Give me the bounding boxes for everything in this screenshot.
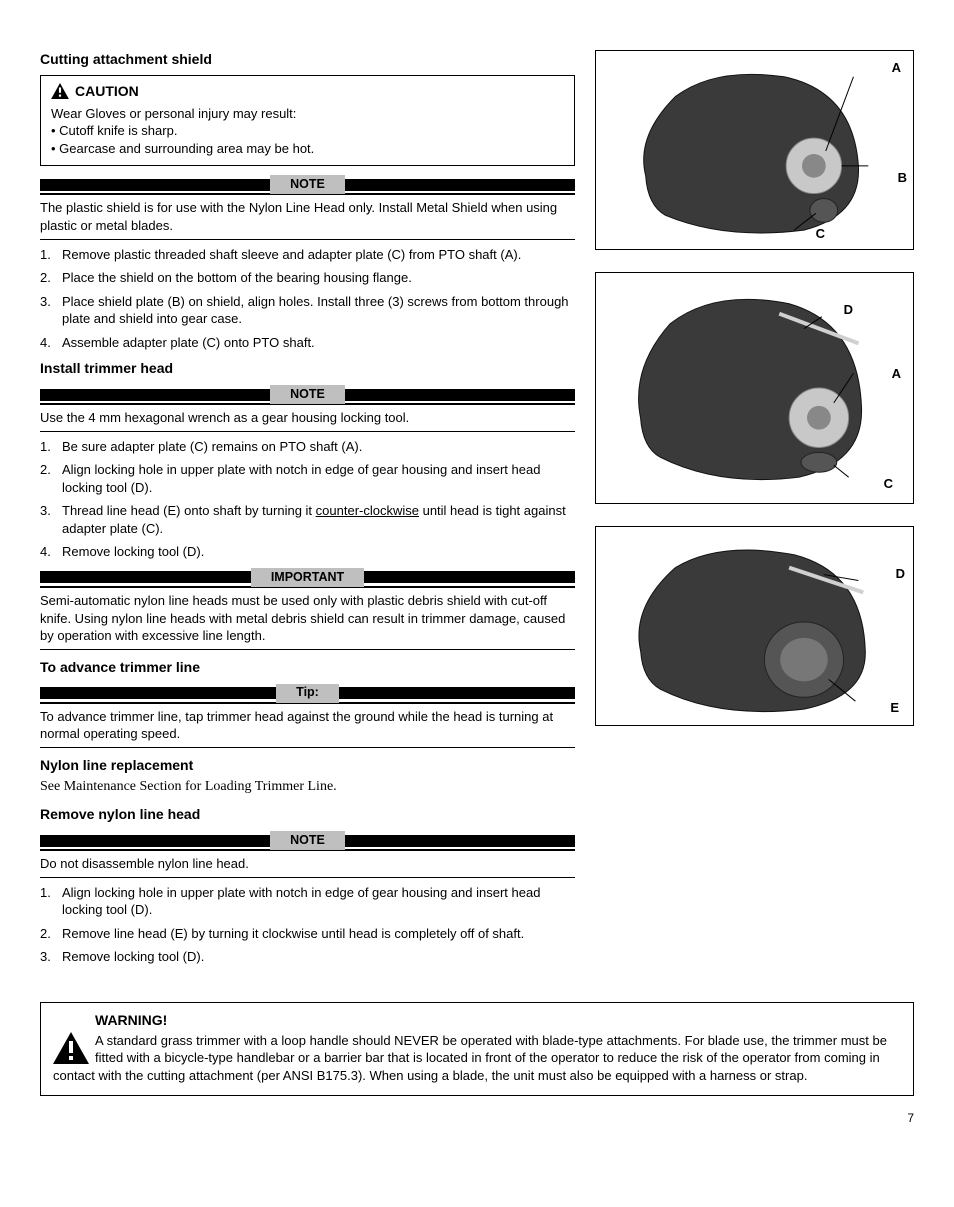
shield-illustration-icon — [602, 57, 907, 243]
right-column: A B C D A C — [595, 50, 914, 972]
callout-label: E — [890, 699, 899, 717]
heading-install-head: Install trimmer head — [40, 359, 575, 378]
note-banner: NOTE — [40, 176, 575, 195]
tip-label: Tip: — [276, 684, 339, 703]
warning-box: WARNING! A standard grass trimmer with a… — [40, 1002, 914, 1096]
nylon-replace-text: See Maintenance Section for Loading Trim… — [40, 778, 575, 797]
page-content: Cutting attachment shield CAUTION Wear G… — [40, 50, 914, 972]
disassemble-note-text: Do not disassemble nylon line head. — [40, 855, 575, 878]
important-label: IMPORTANT — [251, 568, 364, 587]
step: Align locking hole in upper plate with n… — [40, 461, 575, 496]
shield-steps: Remove plastic threaded shaft sleeve and… — [40, 246, 575, 352]
heading-advance-line: To advance trimmer line — [40, 658, 575, 677]
caution-label: CAUTION — [75, 82, 139, 101]
important-banner: IMPORTANT — [40, 569, 575, 588]
callout-label: C — [816, 225, 825, 243]
step: Assemble adapter plate (C) onto PTO shaf… — [40, 334, 575, 352]
callout-label: C — [884, 475, 893, 493]
heading-cutting-shield: Cutting attachment shield — [40, 50, 575, 69]
install-steps: Be sure adapter plate (C) remains on PTO… — [40, 438, 575, 561]
left-column: Cutting attachment shield CAUTION Wear G… — [40, 50, 575, 972]
step: Be sure adapter plate (C) remains on PTO… — [40, 438, 575, 456]
note-banner: NOTE — [40, 386, 575, 405]
step: Align locking hole in upper plate with n… — [40, 884, 575, 919]
heading-remove-head: Remove nylon line head — [40, 805, 575, 824]
caution-bullet: Gearcase and surrounding area may be hot… — [51, 140, 564, 158]
figure-1: A B C — [595, 50, 914, 250]
shield-note-text: The plastic shield is for use with the N… — [40, 199, 575, 239]
note-banner: NOTE — [40, 832, 575, 851]
caution-box: CAUTION Wear Gloves or personal injury m… — [40, 75, 575, 167]
page-number: 7 — [40, 1110, 914, 1126]
step: Remove locking tool (D). — [40, 948, 575, 966]
step: Place shield plate (B) on shield, align … — [40, 293, 575, 328]
shield-head-illustration-icon — [602, 533, 907, 719]
note-label: NOTE — [270, 385, 345, 404]
warning-title: WARNING! — [95, 1011, 901, 1030]
important-text: Semi-automatic nylon line heads must be … — [40, 592, 575, 650]
tip-text: To advance trimmer line, tap trimmer hea… — [40, 708, 575, 748]
callout-label: D — [896, 565, 905, 583]
callout-label: D — [844, 301, 853, 319]
step: Place the shield on the bottom of the be… — [40, 269, 575, 287]
step: Remove plastic threaded shaft sleeve and… — [40, 246, 575, 264]
warning-body: A standard grass trimmer with a loop han… — [53, 1032, 901, 1085]
step: Remove line head (E) by turning it clock… — [40, 925, 575, 943]
wrench-note-text: Use the 4 mm hexagonal wrench as a gear … — [40, 409, 575, 432]
remove-steps: Align locking hole in upper plate with n… — [40, 884, 575, 966]
figure-3: D E — [595, 526, 914, 726]
note-label: NOTE — [270, 831, 345, 850]
warning-triangle-icon — [51, 83, 69, 99]
step: Thread line head (E) onto shaft by turni… — [40, 502, 575, 537]
callout-label: A — [892, 59, 901, 77]
figure-2: D A C — [595, 272, 914, 504]
caution-title: CAUTION — [51, 82, 564, 101]
step: Remove locking tool (D). — [40, 543, 575, 561]
caution-body: Wear Gloves or personal injury may resul… — [51, 105, 564, 158]
note-label: NOTE — [270, 175, 345, 194]
warning-triangle-icon — [53, 1032, 89, 1064]
callout-label: B — [898, 169, 907, 187]
tip-banner: Tip: — [40, 685, 575, 704]
callout-label: A — [892, 365, 901, 383]
caution-bullet: Cutoff knife is sharp. — [51, 122, 564, 140]
shield-tool-illustration-icon — [602, 279, 907, 497]
caution-lead: Wear Gloves or personal injury may resul… — [51, 105, 564, 123]
heading-nylon-replace: Nylon line replacement — [40, 756, 575, 775]
